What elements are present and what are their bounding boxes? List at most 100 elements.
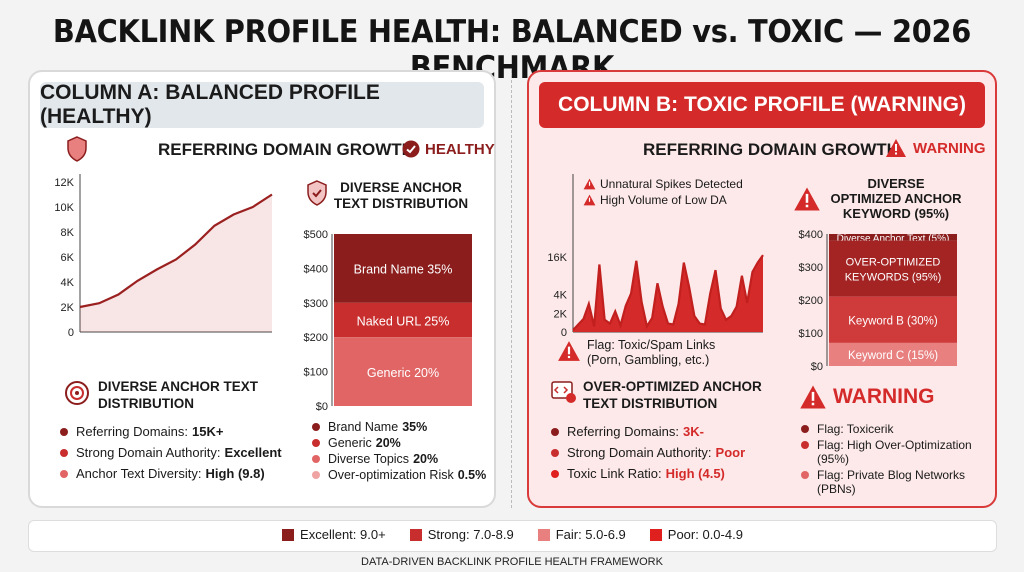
anchor-label: Brand Name xyxy=(328,420,399,434)
anchor-label: Over-optimization Risk xyxy=(328,468,454,482)
bar-segment xyxy=(334,302,472,338)
anchor-value: 0.5% xyxy=(457,468,487,482)
bar-segment xyxy=(334,337,472,406)
alert-triangle-icon xyxy=(583,194,596,206)
metric-label: Referring Domains: xyxy=(567,424,679,439)
y-tick-label: 2K xyxy=(554,308,568,320)
y-tick-label: $200 xyxy=(799,295,823,307)
lower-title-line1: OVER-OPTIMIZED ANCHOR xyxy=(583,379,762,394)
anchor-item: Diverse Topics 20% xyxy=(312,452,486,466)
segment-label: Generic 20% xyxy=(367,366,439,380)
target-icon xyxy=(65,381,89,405)
warning-flag-text: Flag: Toxicerik xyxy=(817,422,894,436)
anchor-title-line3: KEYWORD (95%) xyxy=(842,206,950,221)
column-a-metrics: Referring Domains: 15K+ Strong Domain Aut… xyxy=(60,424,282,487)
anchor-warning-icon xyxy=(794,187,820,211)
y-tick-label: $500 xyxy=(304,229,328,241)
column-a-growth-chart: 0 2K 4K 6K 8K 10K 12K xyxy=(54,174,273,339)
y-tick-label: 2K xyxy=(61,302,75,314)
legend-label: Poor: 0.0-4.9 xyxy=(667,527,743,542)
healthy-label: HEALTHY xyxy=(425,140,495,158)
page-title: BACKLINK PROFILE HEALTH: BALANCED vs. TO… xyxy=(52,14,972,86)
alert-triangle-icon xyxy=(583,178,596,190)
warning-flag-item: Flag: Private Blog Networks (PBNs) xyxy=(801,468,987,496)
legend-item: Fair: 5.0-6.9 xyxy=(537,527,626,542)
y-tick-label: 4K xyxy=(554,290,568,302)
y-tick-label: $100 xyxy=(304,367,328,379)
y-tick-label: $300 xyxy=(799,262,823,274)
lower-title-line2: DISTRIBUTION xyxy=(98,396,194,411)
bar-segment xyxy=(829,296,957,343)
anchor-item: Brand Name 35% xyxy=(312,420,486,434)
metric-item: Strong Domain Authority: Poor xyxy=(551,445,745,460)
column-b-growth-chart: 0 2K 4K 16K xyxy=(547,174,764,339)
y-tick-label: 10K xyxy=(54,202,74,214)
anchor-title-line2: TEXT DISTRIBUTION xyxy=(333,196,469,211)
metric-item: Strong Domain Authority: Excellent xyxy=(60,445,282,460)
column-b-metrics: Referring Domains: 3K- Strong Domain Auth… xyxy=(551,424,745,487)
metric-label: Anchor Text Diversity: xyxy=(76,466,202,481)
shield-check-icon xyxy=(307,180,327,206)
y-tick-label: $400 xyxy=(304,263,328,275)
y-tick-label: $100 xyxy=(799,328,823,340)
anchor-title-line1: DIVERSE ANCHOR xyxy=(340,180,462,195)
column-a-growth-title: REFERRING DOMAIN GROWTH xyxy=(158,140,414,159)
warning-flag-text: Flag: Private Blog Networks (PBNs) xyxy=(817,468,966,496)
bar-segment xyxy=(829,234,957,241)
y-tick-label: $0 xyxy=(811,361,823,373)
column-a-lower-title: DIVERSE ANCHOR TEXT DISTRIBUTION xyxy=(98,378,258,412)
column-b-alerts: Unnatural Spikes Detected High Volume of… xyxy=(583,176,743,208)
column-a-anchor-list: Brand Name 35% Generic 20% Diverse Topics 2… xyxy=(312,420,486,484)
anchor-item: Generic 20% xyxy=(312,436,486,450)
column-b-header: COLUMN B: TOXIC PROFILE (WARNING) xyxy=(539,82,985,128)
alert-text: High Volume of Low DA xyxy=(600,193,727,207)
anchor-value: 20% xyxy=(375,436,401,450)
alert-text: Unnatural Spikes Detected xyxy=(600,177,743,191)
metric-value: 15K+ xyxy=(192,424,224,439)
warning-triangle-icon xyxy=(886,139,906,157)
anchor-item: Over-optimization Risk 0.5% xyxy=(312,468,486,482)
column-b-anchor-title: DIVERSE OPTIMIZED ANCHOR KEYWORD (95%) xyxy=(821,176,971,221)
metric-value: High (4.5) xyxy=(665,466,725,481)
y-tick-label: 8K xyxy=(61,227,75,239)
anchor-title-line1: DIVERSE xyxy=(867,176,925,191)
anchor-value: 35% xyxy=(402,420,428,434)
metric-item: Referring Domains: 3K- xyxy=(551,424,745,439)
column-b-growth-title: REFERRING DOMAIN GROWTH xyxy=(643,140,899,159)
anchor-label: Generic xyxy=(328,436,372,450)
segment-label: Naked URL 25% xyxy=(357,314,450,328)
y-tick-label: $200 xyxy=(304,332,328,344)
metric-value: Poor xyxy=(715,445,746,460)
metric-value: 3K- xyxy=(683,424,704,439)
warning-heading: WARNING xyxy=(799,384,935,410)
flag-warning-icon xyxy=(558,341,580,361)
flag-line1: Flag: Toxic/Spam Links xyxy=(587,338,716,352)
column-a-anchor-chart: $0 $100 $200 $300 $400 $500 Brand Name 35% Nake… xyxy=(304,229,472,413)
column-b-panel: COLUMN B: TOXIC PROFILE (WARNING) REFERR… xyxy=(527,70,997,508)
legend-label: Strong: 7.0-8.9 xyxy=(427,527,514,542)
column-b-anchor-chart: $0 $100 $200 $300 $400 Diverse Anchor Text (5… xyxy=(799,229,957,373)
anchor-title-line2: OPTIMIZED ANCHOR xyxy=(830,191,962,206)
alert-item: High Volume of Low DA xyxy=(583,192,743,208)
segment-label: Brand Name 35% xyxy=(354,263,453,277)
bar-segment xyxy=(829,240,957,297)
metric-item: Toxic Link Ratio: High (4.5) xyxy=(551,466,745,481)
legend-label: Excellent: 9.0+ xyxy=(300,527,386,542)
healthy-badge: HEALTHY xyxy=(402,140,495,158)
column-a-header: COLUMN A: BALANCED PROFILE (HEALTHY) xyxy=(40,81,484,128)
y-tick-label: 0 xyxy=(68,327,74,339)
area-fill xyxy=(80,194,272,332)
check-circle-icon xyxy=(402,140,420,158)
metric-item: Anchor Text Diversity: High (9.8) xyxy=(60,466,282,481)
flag-line2: (Porn, Gambling, etc.) xyxy=(587,353,710,367)
warning-flag-item: Flag: Toxicerik xyxy=(801,422,987,436)
legend-bar: Excellent: 9.0+ Strong: 7.0-8.9 Fair: 5.… xyxy=(28,520,997,552)
warning-flag-text: Flag: High Over-Optimization (95%) xyxy=(817,438,972,466)
metric-label: Referring Domains: xyxy=(76,424,188,439)
segment-label: Diverse Anchor Text (5%) xyxy=(837,233,950,244)
metric-label: Strong Domain Authority: xyxy=(76,445,221,460)
column-b-lower-title: OVER-OPTIMIZED ANCHOR TEXT DISTRIBUTION xyxy=(583,378,762,412)
big-warning-icon xyxy=(800,385,826,409)
metric-label: Toxic Link Ratio: xyxy=(567,466,662,481)
alert-item: Unnatural Spikes Detected xyxy=(583,176,743,192)
